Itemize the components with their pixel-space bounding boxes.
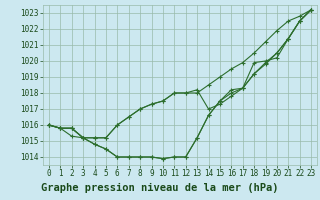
Text: Graphe pression niveau de la mer (hPa): Graphe pression niveau de la mer (hPa) bbox=[41, 183, 279, 193]
